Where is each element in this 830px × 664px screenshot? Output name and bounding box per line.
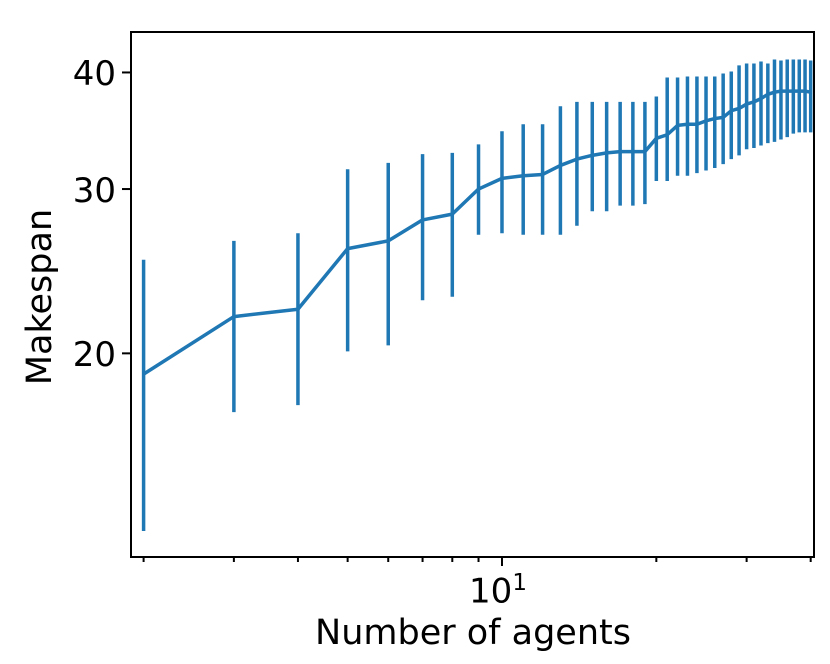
x-axis-label: Number of agents (315, 613, 631, 653)
axes-spines (130, 31, 815, 558)
y-tick-label: 40 (72, 54, 116, 95)
y-tick-label: 20 (72, 335, 116, 376)
x-major-tick-base: 10 (469, 571, 513, 612)
data-line (142, 89, 812, 376)
y-tick-label: 30 (72, 171, 116, 212)
x-major-tick-exponent: 1 (512, 570, 527, 596)
x-major-tick-label: 101 (469, 570, 527, 612)
